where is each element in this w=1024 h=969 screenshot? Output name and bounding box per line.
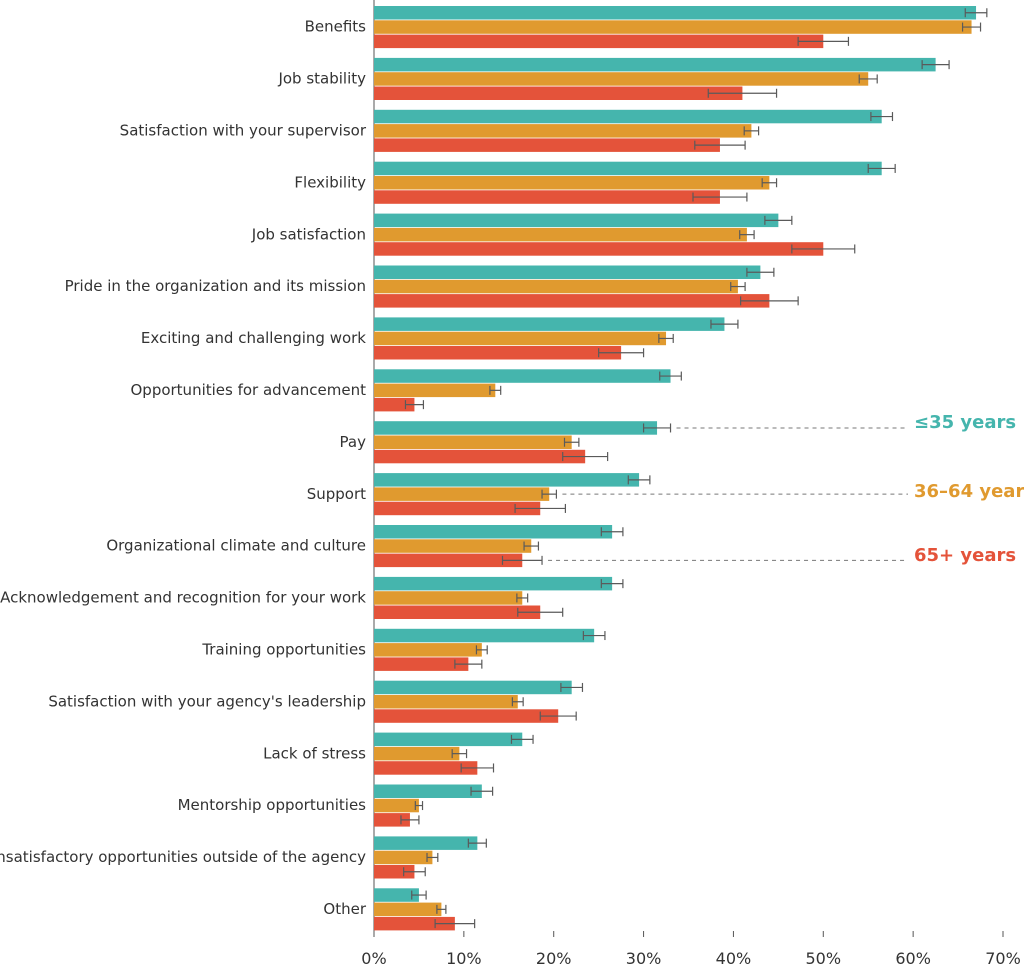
bar <box>374 746 460 761</box>
bar <box>374 850 433 865</box>
legend: ≤35 years 36–64 years 65+ years <box>548 412 1024 566</box>
bar <box>374 709 559 723</box>
category-label: Organizational climate and culture <box>106 537 366 555</box>
bar <box>374 294 770 308</box>
bar <box>374 888 419 902</box>
bar <box>374 576 613 591</box>
bar <box>374 761 478 775</box>
bar <box>374 421 658 435</box>
x-tick-label: 10% <box>446 949 482 968</box>
bar <box>374 369 671 383</box>
category-label: Pay <box>340 433 367 451</box>
bar <box>374 798 419 813</box>
category-label: Unsatisfactory opportunities outside of … <box>0 848 366 866</box>
category-label: Other <box>323 900 366 918</box>
bar <box>374 72 869 86</box>
bar <box>374 6 977 20</box>
legend-label: ≤35 years <box>914 412 1016 433</box>
bar <box>374 487 550 501</box>
bar <box>374 346 622 360</box>
bar <box>374 449 586 464</box>
bar <box>374 695 518 709</box>
bar <box>374 501 541 516</box>
bar <box>374 657 469 671</box>
category-label: Benefits <box>305 18 367 36</box>
bar <box>374 331 667 346</box>
category-label: Satisfaction with your agency's leadersh… <box>48 692 366 710</box>
x-tick-label: 40% <box>716 949 752 968</box>
category-label: Support <box>307 485 366 503</box>
bar <box>374 279 738 294</box>
bar <box>374 190 720 204</box>
category-label: Exciting and challenging work <box>141 329 366 347</box>
bar <box>374 176 770 190</box>
x-tick-label: 50% <box>806 949 842 968</box>
legend-label: 65+ years <box>914 545 1016 566</box>
bar <box>374 680 572 695</box>
bar <box>374 397 415 412</box>
bar <box>374 628 595 643</box>
bar <box>374 227 747 242</box>
bar <box>374 124 752 138</box>
bar <box>374 865 415 879</box>
category-label: Training opportunities <box>201 640 366 658</box>
category-label: Opportunities for advancement <box>130 381 366 399</box>
bar <box>374 161 882 176</box>
bar <box>374 109 882 124</box>
x-tick-label: 0% <box>361 949 386 968</box>
x-tick-label: 60% <box>895 949 931 968</box>
x-axis: 0% 10% 20% 30% 40% 50% 60% 70% <box>361 931 1021 968</box>
x-tick-label: 20% <box>536 949 572 968</box>
bar <box>374 473 640 487</box>
category-label: Flexibility <box>294 173 366 191</box>
bar <box>374 605 541 619</box>
bar <box>374 86 743 100</box>
bar <box>374 553 523 568</box>
category-label: Mentorship opportunities <box>178 796 367 814</box>
bar <box>374 20 972 34</box>
bar <box>374 138 720 152</box>
category-label: Job stability <box>277 70 366 88</box>
bar <box>374 34 824 49</box>
bar <box>374 525 613 539</box>
bar <box>374 213 779 228</box>
category-labels: Benefits Job stability Satisfaction with y… <box>0 18 367 918</box>
bar <box>374 643 482 657</box>
bars-layer <box>374 6 988 931</box>
bar <box>374 784 482 798</box>
legend-label: 36–64 years <box>914 481 1024 502</box>
bar <box>374 242 824 256</box>
bar <box>374 539 532 553</box>
bar <box>374 57 936 72</box>
bar <box>374 383 496 398</box>
category-label: Acknowledgement and recognition for your… <box>0 589 366 607</box>
category-label: Job satisfaction <box>251 225 366 243</box>
category-label: Lack of stress <box>263 744 366 762</box>
bar <box>374 732 523 747</box>
bar <box>374 265 761 279</box>
bar <box>374 902 442 917</box>
category-label: Pride in the organization and its missio… <box>65 277 366 295</box>
category-label: Satisfaction with your supervisor <box>120 121 367 139</box>
bar <box>374 836 478 850</box>
x-tick-label: 30% <box>626 949 662 968</box>
bar <box>374 317 725 331</box>
bar <box>374 591 523 605</box>
x-tick-label: 70% <box>985 949 1021 968</box>
bar <box>374 435 572 449</box>
